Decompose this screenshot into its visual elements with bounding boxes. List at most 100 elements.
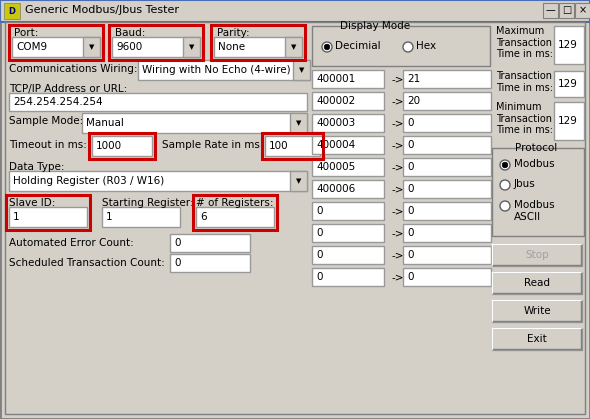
- Text: ×: ×: [578, 5, 586, 15]
- Text: Modbus
ASCII: Modbus ASCII: [514, 200, 555, 222]
- Text: ▼: ▼: [296, 120, 301, 126]
- Text: ▼: ▼: [296, 178, 301, 184]
- FancyBboxPatch shape: [196, 207, 274, 227]
- Text: COM9: COM9: [16, 42, 47, 52]
- FancyBboxPatch shape: [554, 26, 584, 64]
- FancyBboxPatch shape: [312, 158, 384, 176]
- Text: Read: Read: [524, 278, 550, 288]
- Text: ▼: ▼: [291, 44, 296, 50]
- FancyBboxPatch shape: [312, 136, 384, 154]
- Text: 0: 0: [407, 184, 414, 194]
- FancyBboxPatch shape: [290, 171, 307, 191]
- Text: ->: ->: [391, 96, 404, 106]
- Text: 0: 0: [174, 258, 181, 268]
- Text: 20: 20: [407, 96, 420, 106]
- Text: ->: ->: [391, 184, 404, 194]
- FancyBboxPatch shape: [312, 114, 384, 132]
- FancyBboxPatch shape: [9, 207, 87, 227]
- Text: Port:: Port:: [14, 28, 38, 38]
- FancyBboxPatch shape: [265, 136, 320, 156]
- Text: Minimum
Transaction
Time in ms:: Minimum Transaction Time in ms:: [496, 102, 553, 135]
- Text: □: □: [562, 5, 571, 15]
- Text: Hex: Hex: [416, 41, 436, 51]
- FancyBboxPatch shape: [559, 3, 574, 18]
- FancyBboxPatch shape: [92, 136, 152, 156]
- Text: Sample Rate in ms:: Sample Rate in ms:: [162, 140, 264, 150]
- Text: 400001: 400001: [316, 74, 355, 84]
- Text: # of Registers:: # of Registers:: [196, 198, 274, 208]
- Text: 400003: 400003: [316, 118, 355, 128]
- FancyBboxPatch shape: [83, 37, 100, 57]
- Text: 0: 0: [316, 250, 323, 260]
- FancyBboxPatch shape: [312, 92, 384, 110]
- FancyBboxPatch shape: [403, 224, 491, 242]
- Text: —: —: [546, 5, 555, 15]
- Text: 400005: 400005: [316, 162, 355, 172]
- FancyBboxPatch shape: [492, 300, 582, 322]
- Circle shape: [324, 44, 330, 50]
- Circle shape: [500, 160, 510, 170]
- FancyBboxPatch shape: [0, 0, 590, 22]
- FancyBboxPatch shape: [170, 254, 250, 272]
- Text: Protocol: Protocol: [515, 143, 557, 153]
- Text: Communications Wiring:: Communications Wiring:: [9, 64, 137, 74]
- Text: ->: ->: [391, 272, 404, 282]
- Text: Timeout in ms:: Timeout in ms:: [9, 140, 87, 150]
- FancyBboxPatch shape: [102, 207, 180, 227]
- Text: 129: 129: [558, 116, 578, 126]
- FancyBboxPatch shape: [312, 180, 384, 198]
- Circle shape: [322, 42, 332, 52]
- FancyBboxPatch shape: [12, 37, 100, 57]
- FancyBboxPatch shape: [312, 246, 384, 264]
- FancyBboxPatch shape: [403, 246, 491, 264]
- FancyBboxPatch shape: [575, 3, 590, 18]
- Text: 0: 0: [316, 228, 323, 238]
- Text: None: None: [218, 42, 245, 52]
- Text: Exit: Exit: [527, 334, 547, 344]
- Text: ->: ->: [391, 206, 404, 216]
- Circle shape: [500, 201, 510, 211]
- FancyBboxPatch shape: [543, 3, 558, 18]
- FancyBboxPatch shape: [403, 114, 491, 132]
- Text: 9600: 9600: [116, 42, 142, 52]
- FancyBboxPatch shape: [5, 22, 585, 414]
- Text: ->: ->: [391, 118, 404, 128]
- Text: 1000: 1000: [96, 141, 122, 151]
- Text: Modbus: Modbus: [514, 159, 555, 169]
- Text: Maximum
Transaction
Time in ms:: Maximum Transaction Time in ms:: [496, 26, 553, 59]
- Text: Starting Register:: Starting Register:: [102, 198, 194, 208]
- FancyBboxPatch shape: [403, 180, 491, 198]
- Text: ->: ->: [391, 74, 404, 84]
- Text: 0: 0: [174, 238, 181, 248]
- Text: 6: 6: [200, 212, 206, 222]
- Text: Automated Error Count:: Automated Error Count:: [9, 238, 134, 248]
- Text: 0: 0: [407, 272, 414, 282]
- Text: ▼: ▼: [189, 44, 194, 50]
- Text: Transaction
Time in ms:: Transaction Time in ms:: [496, 71, 553, 93]
- FancyBboxPatch shape: [403, 92, 491, 110]
- FancyBboxPatch shape: [403, 268, 491, 286]
- FancyBboxPatch shape: [183, 37, 200, 57]
- FancyBboxPatch shape: [312, 224, 384, 242]
- Text: Wiring with No Echo (4-wire): Wiring with No Echo (4-wire): [142, 65, 291, 75]
- Text: ▼: ▼: [89, 44, 94, 50]
- Text: 0: 0: [407, 206, 414, 216]
- Circle shape: [502, 162, 508, 168]
- Circle shape: [403, 42, 413, 52]
- Text: Write: Write: [523, 306, 551, 316]
- Text: Manual: Manual: [86, 118, 124, 128]
- FancyBboxPatch shape: [285, 37, 302, 57]
- FancyBboxPatch shape: [214, 37, 302, 57]
- FancyBboxPatch shape: [112, 37, 200, 57]
- FancyBboxPatch shape: [0, 0, 590, 22]
- Text: 0: 0: [407, 118, 414, 128]
- Text: Holding Register (R03 / W16): Holding Register (R03 / W16): [13, 176, 164, 186]
- Text: 129: 129: [558, 40, 578, 50]
- Text: TCP/IP Address or URL:: TCP/IP Address or URL:: [9, 84, 127, 94]
- Text: Sample Mode:: Sample Mode:: [9, 116, 83, 126]
- Text: 0: 0: [407, 162, 414, 172]
- FancyBboxPatch shape: [138, 60, 310, 80]
- Circle shape: [500, 180, 510, 190]
- Text: ->: ->: [391, 140, 404, 150]
- Text: ->: ->: [391, 228, 404, 238]
